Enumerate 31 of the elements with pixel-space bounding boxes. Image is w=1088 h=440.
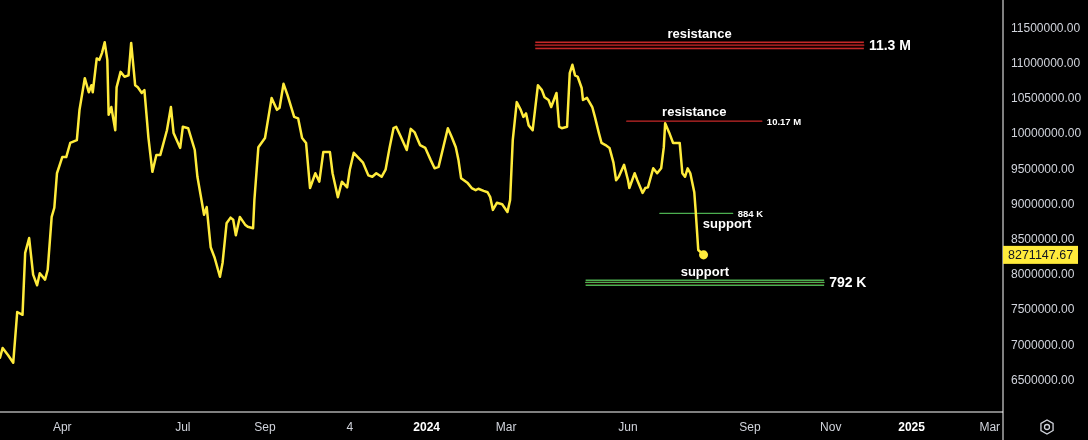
- series-label: support: [702, 216, 752, 232]
- series-label: resistance: [662, 104, 727, 120]
- price-tag: 8271147.67: [1003, 245, 1078, 264]
- annotation: 11.3 M: [868, 37, 911, 54]
- x-tick-label: Sep: [254, 419, 276, 434]
- annotation: 10.17 M: [766, 115, 802, 127]
- x-tick-label: 2024: [413, 419, 441, 434]
- annotation: 884 K: [737, 207, 764, 219]
- y-tick-label: 8500000.00: [1011, 232, 1075, 247]
- y-tick-label: 9500000.00: [1011, 161, 1075, 176]
- annotation: 792 K: [829, 274, 867, 291]
- y-tick-label: 8000000.00: [1011, 267, 1075, 282]
- y-tick-label: 10500000.00: [1011, 91, 1082, 106]
- series-label: support: [680, 264, 730, 280]
- y-tick-label: 9000000.00: [1011, 196, 1075, 211]
- y-tick-label: 11500000.00: [1011, 20, 1081, 35]
- y-tick-label: 7500000.00: [1011, 302, 1075, 317]
- x-tick-label: 4: [346, 419, 354, 434]
- x-tick-label: Apr: [52, 419, 72, 434]
- y-tick-label: 11000000.00: [1011, 55, 1081, 70]
- x-tick-label: Jun: [618, 419, 638, 434]
- x-tick-label: Mar: [495, 419, 517, 434]
- y-tick-label: 7000000.00: [1011, 337, 1075, 352]
- series-label: resistance: [667, 26, 732, 42]
- x-tick-label: 2025: [898, 419, 926, 434]
- x-tick-label: Sep: [739, 419, 761, 434]
- x-tick-label: Jul: [175, 419, 191, 434]
- y-tick-label: 6500000.00: [1011, 372, 1075, 387]
- y-tick-label: 10000000.00: [1011, 126, 1082, 141]
- x-tick-label: Mar: [979, 419, 1001, 434]
- x-tick-label: Nov: [820, 419, 842, 434]
